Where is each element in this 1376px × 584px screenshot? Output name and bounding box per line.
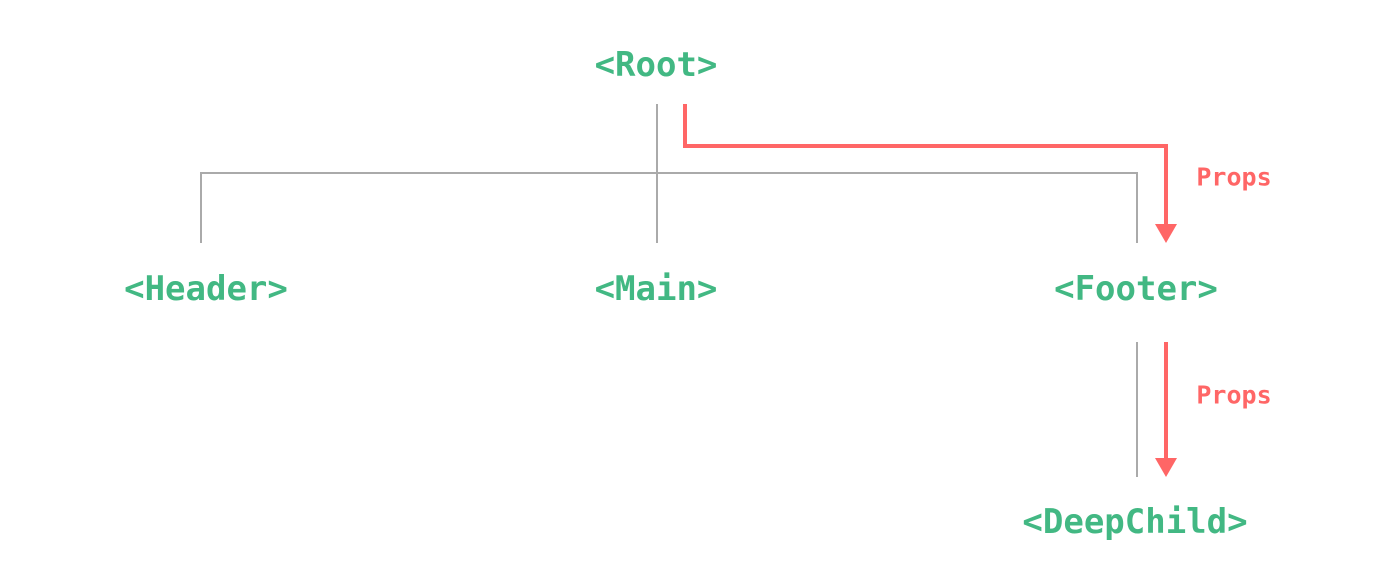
props-label: Props [1196,162,1272,192]
node-main: <Main> [594,269,718,309]
node-header: <Header> [124,269,288,309]
node-deep-child: <DeepChild> [1022,502,1248,542]
props-label: Props [1196,380,1272,410]
props-flow-root-footer [683,104,1168,228]
arrowhead-icon [1155,458,1177,477]
node-footer: <Footer> [1054,269,1218,309]
node-root: <Root> [594,45,718,85]
arrowhead-icon [1155,224,1177,243]
